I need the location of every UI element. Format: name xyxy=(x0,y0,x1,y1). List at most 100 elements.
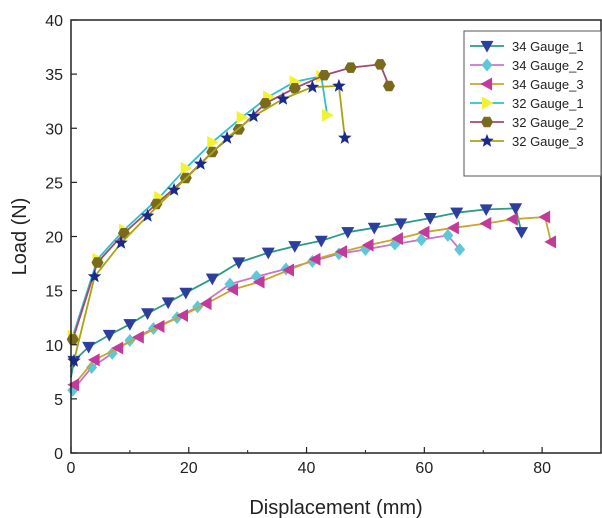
data-point xyxy=(276,91,290,105)
legend-marker xyxy=(480,133,494,147)
data-point xyxy=(193,156,208,170)
data-point xyxy=(91,257,104,268)
series-4 xyxy=(67,69,334,343)
data-point xyxy=(308,252,321,266)
x-tick-label: 80 xyxy=(533,460,551,477)
legend-marker xyxy=(480,116,494,128)
data-point xyxy=(382,80,396,92)
data-point xyxy=(86,361,98,374)
data-point xyxy=(423,212,437,225)
data-point xyxy=(220,130,234,144)
data-point xyxy=(288,241,302,253)
data-point xyxy=(361,238,374,252)
data-point xyxy=(332,78,346,92)
legend-item: 32 Gauge_3 xyxy=(470,133,584,149)
data-point xyxy=(102,329,116,342)
data-point xyxy=(87,353,100,367)
data-point xyxy=(132,330,144,344)
data-point xyxy=(140,208,155,222)
data-point xyxy=(261,247,275,260)
series-5 xyxy=(66,59,396,346)
data-point xyxy=(391,232,403,246)
y-tick-label: 0 xyxy=(54,446,63,463)
data-point xyxy=(66,334,79,345)
data-point xyxy=(180,161,193,175)
data-point xyxy=(544,235,557,249)
y-tick-label: 35 xyxy=(45,67,63,84)
legend-item: 34 Gauge_1 xyxy=(470,39,584,54)
data-point xyxy=(67,353,81,367)
data-point xyxy=(111,341,124,355)
data-point xyxy=(288,83,301,94)
legend-label: 34 Gauge_2 xyxy=(512,58,584,73)
data-point xyxy=(167,182,181,196)
data-point xyxy=(506,212,518,226)
data-point xyxy=(367,222,381,235)
series-line xyxy=(70,234,461,394)
ticks-layer: 0 20 40 60 80 0 5 10 15 20 25 30 35 40 xyxy=(45,13,551,477)
series-line xyxy=(70,85,346,367)
data-point xyxy=(479,204,493,217)
data-point xyxy=(152,319,165,333)
legend-label: 34 Gauge_3 xyxy=(512,77,584,92)
data-point xyxy=(207,135,219,149)
data-point xyxy=(344,62,357,73)
legend-label: 34 Gauge_1 xyxy=(512,39,584,54)
data-point xyxy=(335,245,347,259)
data-point xyxy=(252,275,265,289)
data-point xyxy=(87,269,102,283)
y-tick-label: 15 xyxy=(45,284,63,301)
data-point xyxy=(341,227,355,239)
data-point xyxy=(514,227,529,239)
data-point xyxy=(150,198,163,210)
y-tick-label: 30 xyxy=(45,121,63,138)
x-axis-title: Displacement (mm) xyxy=(249,497,422,518)
data-point xyxy=(305,79,320,93)
legend: 34 Gauge_1 34 Gauge_2 34 Gauge_3 32 Gauge_1… xyxy=(463,30,602,177)
data-point xyxy=(447,221,459,235)
data-point xyxy=(161,297,175,310)
series-line xyxy=(70,207,523,378)
data-point xyxy=(538,210,551,224)
data-point xyxy=(374,59,387,70)
data-point xyxy=(415,233,427,247)
series-layer xyxy=(66,59,557,397)
legend-marker xyxy=(480,40,494,53)
data-point xyxy=(123,319,137,331)
legend-marker xyxy=(481,96,494,110)
data-point xyxy=(322,108,334,122)
data-point xyxy=(141,308,155,320)
data-point xyxy=(479,217,492,231)
data-point xyxy=(176,309,188,323)
legend-label: 32 Gauge_1 xyxy=(512,96,584,111)
data-point xyxy=(236,110,249,124)
x-tick-label: 0 xyxy=(67,460,76,477)
y-tick-label: 20 xyxy=(45,230,63,247)
y-axis-title: Load (N) xyxy=(9,198,31,276)
data-point xyxy=(82,341,96,354)
data-point xyxy=(417,225,430,239)
legend-item: 32 Gauge_1 xyxy=(470,96,584,111)
data-point xyxy=(232,257,246,270)
legend-label: 32 Gauge_2 xyxy=(512,115,584,130)
data-point xyxy=(67,378,80,392)
data-point xyxy=(179,287,193,300)
data-point xyxy=(314,235,328,248)
legend-label: 32 Gauge_3 xyxy=(512,134,584,149)
y-tick-label: 10 xyxy=(45,338,63,355)
y-tick-label: 5 xyxy=(54,392,63,409)
legend-item: 34 Gauge_3 xyxy=(470,77,584,92)
data-point xyxy=(509,203,523,215)
x-tick-label: 40 xyxy=(298,460,316,477)
legend-item: 32 Gauge_2 xyxy=(470,115,584,130)
y-tick-label: 40 xyxy=(45,13,63,30)
legend-marker xyxy=(481,58,493,72)
data-point xyxy=(246,109,261,123)
data-point xyxy=(114,235,128,249)
data-point xyxy=(394,218,408,231)
data-point xyxy=(442,228,454,242)
data-point xyxy=(199,297,212,311)
data-point xyxy=(318,70,331,81)
data-point xyxy=(282,263,294,277)
